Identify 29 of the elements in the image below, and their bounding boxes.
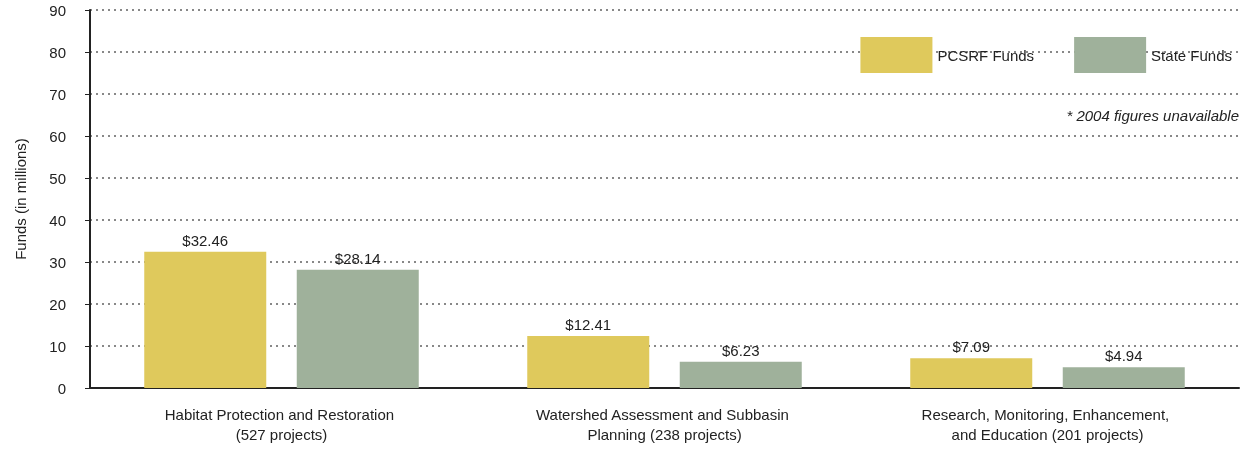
data-label: $28.14 [334, 249, 381, 267]
bar [910, 358, 1033, 388]
y-tick-label: 10 [49, 337, 66, 355]
data-label: $7.09 [952, 338, 991, 356]
bar [527, 335, 650, 388]
data-label: $4.94 [1104, 347, 1143, 365]
x-tick-label: Habitat Protection and Restoration (527 projects) [164, 405, 399, 443]
bar [144, 251, 267, 388]
annotation: * 2004 figures unavailable [1066, 107, 1239, 124]
y-tick-label: 30 [49, 253, 66, 271]
y-tick-label: 90 [49, 1, 66, 19]
bar [296, 269, 419, 388]
legend-label: State Funds [1151, 46, 1233, 64]
data-label: $32.46 [182, 231, 229, 249]
x-tick-label: Watershed Assessment and Subbasin Planning (238 projects) [535, 405, 794, 443]
bar [679, 361, 802, 388]
data-label: $12.41 [565, 315, 612, 333]
y-tick-label: 80 [49, 43, 66, 61]
legend-label: PCSRF Funds [937, 46, 1035, 64]
x-tick-label: Research, Monitoring, Enhancement, and Education (201 projects) [921, 405, 1174, 443]
y-tick-label: 0 [57, 379, 66, 397]
y-tick-label: 20 [49, 295, 66, 313]
y-tick-label: 70 [49, 85, 66, 103]
y-tick-label: 60 [49, 127, 66, 145]
y-axis-title: Funds (in millions) [12, 138, 29, 260]
data-label: $6.23 [721, 341, 760, 359]
y-tick-label: 50 [49, 169, 66, 187]
y-tick-label: 40 [49, 211, 66, 229]
bar [1062, 367, 1185, 388]
